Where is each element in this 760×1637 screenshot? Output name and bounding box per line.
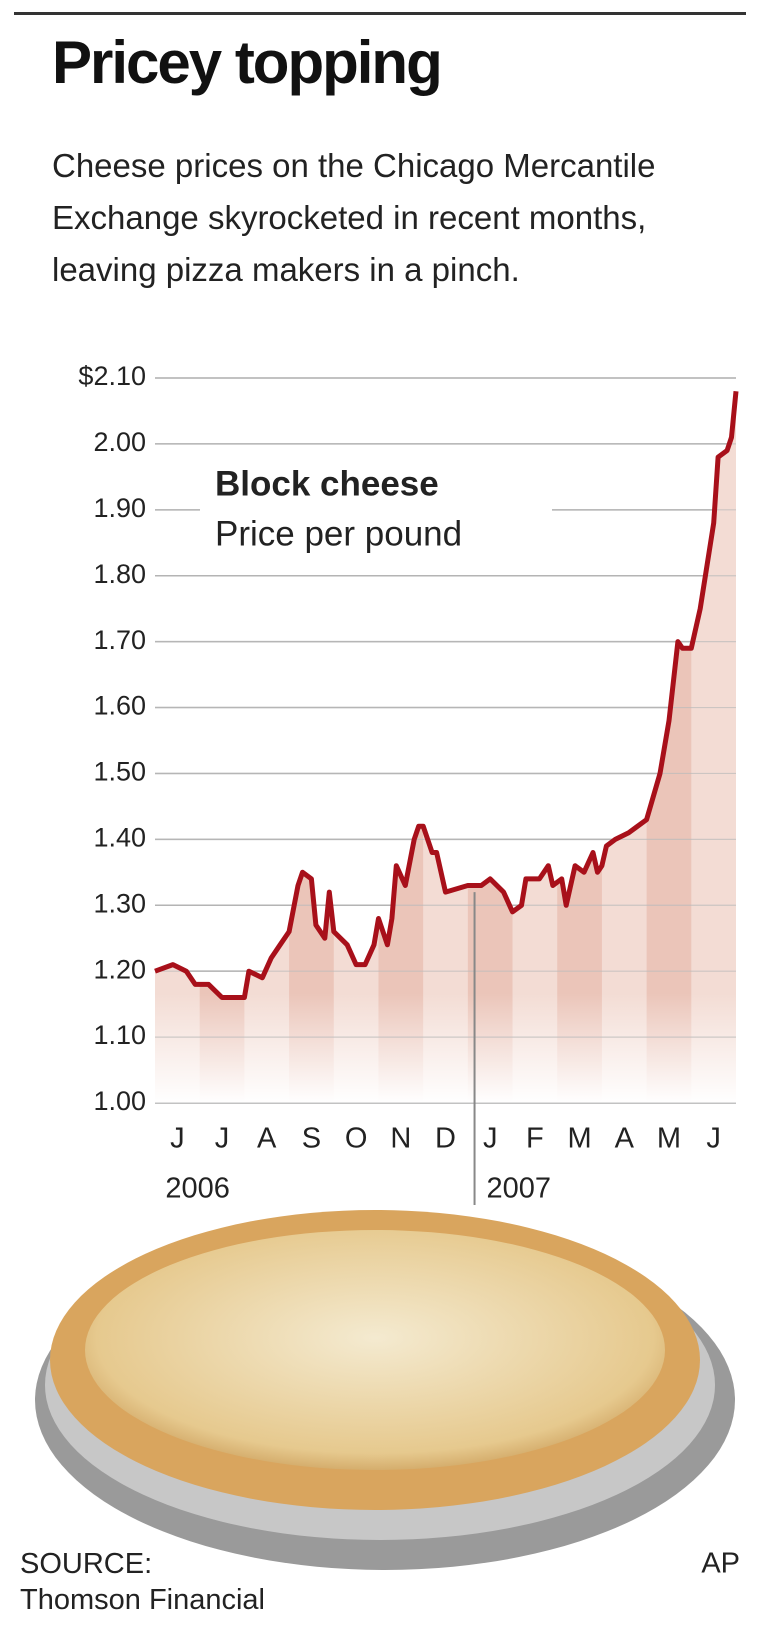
y-tick-label: 1.80 xyxy=(93,559,146,589)
annotation-subtitle: Price per pound xyxy=(215,514,462,553)
x-tick-label: A xyxy=(257,1123,277,1155)
y-tick-label: 1.30 xyxy=(93,888,146,918)
x-tick-label: M xyxy=(657,1123,681,1155)
x-tick-label: O xyxy=(345,1123,368,1155)
x-tick-label: J xyxy=(483,1123,498,1155)
annotation-title: Block cheese xyxy=(215,464,439,503)
y-tick-label: 1.40 xyxy=(93,822,146,852)
x-tick-label: N xyxy=(390,1123,411,1155)
x-tick-label: D xyxy=(435,1123,456,1155)
credit: AP xyxy=(701,1548,740,1580)
x-tick-label: S xyxy=(302,1123,321,1155)
annotation-box xyxy=(200,460,552,568)
x-tick-label: J xyxy=(706,1123,721,1155)
pizza-illustration xyxy=(35,1210,735,1570)
y-tick-label: $2.10 xyxy=(78,361,146,391)
top-rule xyxy=(14,12,746,15)
x-tick-label: F xyxy=(526,1123,544,1155)
y-tick-label: 2.00 xyxy=(93,427,146,457)
chart-title: Pricey topping xyxy=(52,29,443,96)
source-line: Thomson Financial xyxy=(20,1584,265,1616)
source-line: SOURCE: xyxy=(20,1548,152,1580)
y-tick-label: 1.70 xyxy=(93,625,146,655)
x-tick-label: J xyxy=(170,1123,185,1155)
y-tick-label: 1.50 xyxy=(93,757,146,787)
y-tick-label: 1.10 xyxy=(93,1020,146,1050)
source: SOURCE: Thomson Financial xyxy=(20,1548,265,1616)
year-label: 2007 xyxy=(487,1173,552,1205)
y-tick-label: 1.00 xyxy=(93,1086,146,1116)
x-tick-label: M xyxy=(567,1123,591,1155)
area-fade xyxy=(155,993,736,1103)
y-tick-label: 1.60 xyxy=(93,691,146,721)
price-line xyxy=(154,390,739,1000)
year-label: 2006 xyxy=(165,1173,230,1205)
chart-subtitle: Cheese prices on the Chicago Mercantile … xyxy=(52,147,656,288)
x-tick-label: A xyxy=(615,1123,635,1155)
x-tick-label: J xyxy=(215,1123,230,1155)
y-tick-label: 1.20 xyxy=(93,954,146,984)
y-tick-label: 1.90 xyxy=(93,493,146,523)
